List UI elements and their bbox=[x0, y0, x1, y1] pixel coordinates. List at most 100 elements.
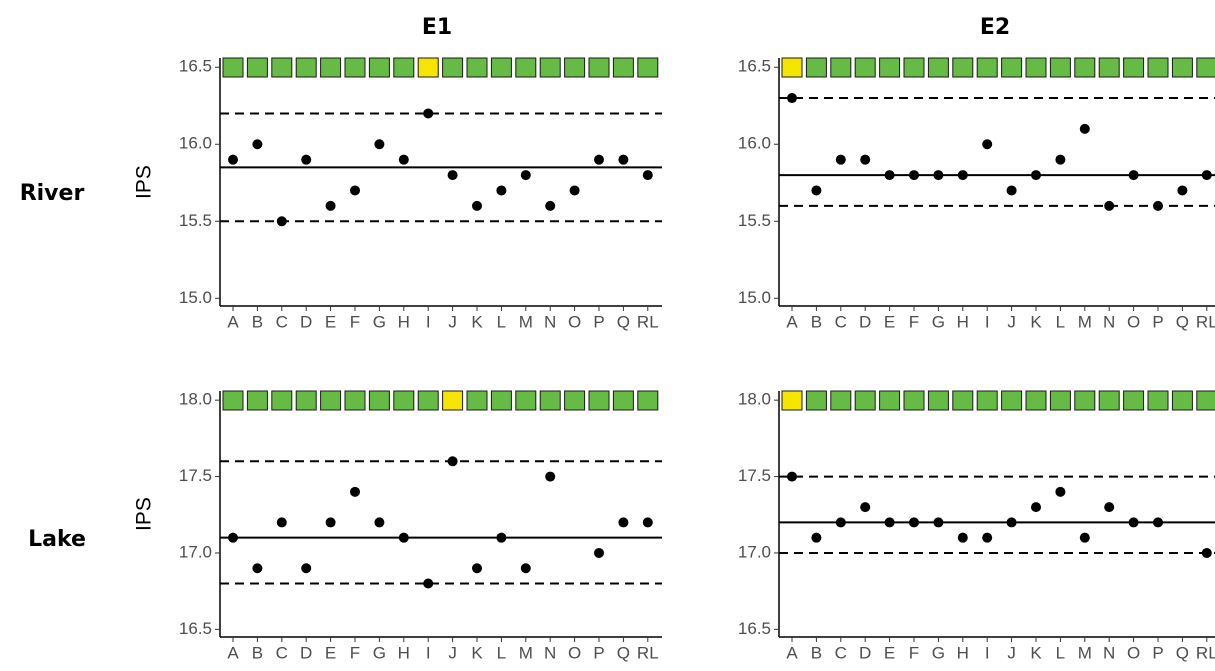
status-flag bbox=[1196, 57, 1215, 78]
column-title: E2 bbox=[980, 15, 1010, 40]
x-tick-label: G bbox=[373, 312, 386, 331]
point bbox=[618, 517, 629, 528]
y-tick-label: 15.0 bbox=[179, 288, 212, 307]
status-flag bbox=[417, 390, 439, 411]
point bbox=[350, 486, 360, 497]
x-tick-label: D bbox=[859, 643, 871, 662]
x-tick-label: RL bbox=[1196, 643, 1215, 662]
point bbox=[472, 200, 482, 211]
status-flag bbox=[344, 390, 366, 411]
point bbox=[374, 139, 385, 150]
status-flag bbox=[637, 57, 659, 78]
x-tick-label: M bbox=[1078, 312, 1092, 331]
point bbox=[301, 154, 312, 165]
point bbox=[982, 139, 993, 150]
x-tick-label: F bbox=[909, 643, 919, 662]
point bbox=[933, 517, 944, 528]
point bbox=[835, 154, 846, 165]
status-flag bbox=[952, 390, 974, 411]
point bbox=[496, 185, 507, 196]
status-flag bbox=[927, 57, 949, 78]
y-tick-label: 15.5 bbox=[738, 211, 771, 230]
x-tick-label: P bbox=[593, 643, 604, 662]
status-flag bbox=[903, 390, 925, 411]
status-flag bbox=[1098, 57, 1120, 78]
status-flag bbox=[515, 57, 537, 78]
point bbox=[642, 170, 653, 181]
x-tick-label: K bbox=[1030, 643, 1042, 662]
x-tick-label: B bbox=[252, 312, 263, 331]
point bbox=[1201, 170, 1212, 181]
point bbox=[1104, 502, 1115, 513]
x-tick-label: I bbox=[426, 643, 431, 662]
y-tick-label: 18.0 bbox=[738, 390, 771, 409]
point bbox=[811, 532, 822, 543]
status-flag bbox=[1025, 390, 1047, 411]
x-tick-label: C bbox=[835, 643, 847, 662]
status-flag bbox=[320, 390, 342, 411]
x-tick-label: I bbox=[985, 312, 990, 331]
status-flag bbox=[466, 390, 488, 411]
point bbox=[1079, 532, 1090, 543]
x-tick-label: O bbox=[1127, 643, 1140, 662]
x-tick-label: A bbox=[786, 643, 798, 662]
point bbox=[252, 563, 263, 574]
status-flag bbox=[368, 390, 390, 411]
x-tick-label: D bbox=[859, 312, 871, 331]
status-flag bbox=[588, 390, 610, 411]
y-tick-label: 18.0 bbox=[179, 390, 212, 409]
x-tick-label: H bbox=[398, 312, 410, 331]
point bbox=[982, 532, 993, 543]
x-tick-label: E bbox=[884, 312, 895, 331]
point bbox=[1153, 200, 1163, 211]
status-flag bbox=[271, 390, 293, 411]
status-flag bbox=[781, 57, 803, 78]
status-flag bbox=[1147, 390, 1169, 411]
point bbox=[1104, 200, 1115, 211]
x-tick-label: K bbox=[471, 312, 483, 331]
x-tick-label: Q bbox=[1176, 643, 1189, 662]
x-tick-label: Q bbox=[617, 312, 630, 331]
point bbox=[252, 139, 263, 150]
x-tick-label: E bbox=[325, 312, 336, 331]
x-tick-label: P bbox=[593, 312, 604, 331]
y-tick-label: 17.0 bbox=[179, 542, 212, 561]
x-tick-label: J bbox=[448, 643, 457, 662]
point bbox=[1055, 486, 1066, 497]
x-tick-label: N bbox=[1103, 312, 1115, 331]
y-tick-label: 15.5 bbox=[179, 211, 212, 230]
point bbox=[496, 532, 507, 543]
status-flag bbox=[1098, 390, 1120, 411]
x-tick-label: C bbox=[276, 312, 288, 331]
point bbox=[569, 185, 580, 196]
status-flag bbox=[564, 390, 586, 411]
point bbox=[1031, 170, 1041, 181]
status-flag bbox=[637, 390, 659, 411]
column-title: E1 bbox=[422, 15, 452, 40]
point bbox=[787, 471, 797, 482]
point bbox=[228, 154, 238, 165]
point bbox=[398, 532, 409, 543]
status-flag bbox=[1074, 390, 1096, 411]
point bbox=[909, 517, 919, 528]
status-flag bbox=[1196, 390, 1215, 411]
x-tick-label: D bbox=[300, 643, 312, 662]
status-flag bbox=[830, 390, 852, 411]
x-tick-label: F bbox=[350, 643, 360, 662]
status-flag bbox=[539, 390, 561, 411]
point bbox=[618, 154, 629, 165]
point bbox=[1153, 517, 1163, 528]
x-tick-label: L bbox=[1056, 312, 1065, 331]
x-tick-label: B bbox=[811, 312, 822, 331]
point bbox=[957, 532, 968, 543]
y-tick-label: 16.5 bbox=[179, 619, 212, 638]
status-flag bbox=[222, 390, 244, 411]
status-flag bbox=[781, 390, 803, 411]
point bbox=[374, 517, 385, 528]
point bbox=[447, 456, 458, 467]
point bbox=[447, 170, 458, 181]
point bbox=[594, 547, 604, 558]
status-flag bbox=[976, 390, 998, 411]
status-flag bbox=[879, 57, 901, 78]
x-tick-label: L bbox=[1056, 643, 1065, 662]
